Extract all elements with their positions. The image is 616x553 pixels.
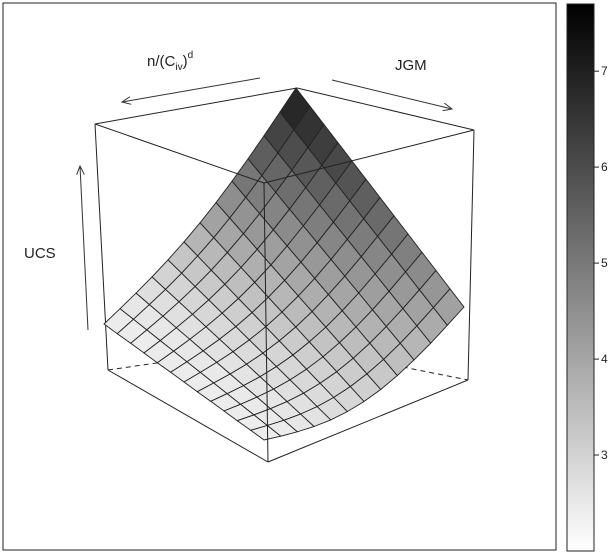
- box-edge-bottom-right: [267, 379, 469, 463]
- colorbar-tick-label: 7: [601, 64, 608, 78]
- colorbar-ticks: 3 4 5 6 7: [594, 64, 608, 462]
- x-axis-label-sup: d: [188, 50, 194, 61]
- box-edge-top-left-front: [94, 123, 265, 184]
- colorbar: 3 4 5 6 7: [566, 3, 608, 552]
- z-axis-arrow: [80, 166, 89, 331]
- colorbar-tick-label: 5: [601, 256, 608, 270]
- x-axis-label-sub: iv: [175, 62, 182, 73]
- surface-mesh: [103, 87, 465, 441]
- x-axis-arrow: [122, 77, 261, 102]
- colorbar-tick-label: 3: [601, 448, 608, 462]
- colorbar-tick-label: 6: [601, 160, 608, 174]
- box-edge-front-vertical: [263, 182, 269, 463]
- y-axis-arrow: [331, 79, 452, 109]
- x-axis-label-close: ): [183, 53, 188, 70]
- axis-arrows: [80, 77, 452, 331]
- box-edge-top-right-front: [263, 129, 475, 184]
- colorbar-tick-label: 4: [601, 352, 608, 366]
- box-edge-left-vertical: [94, 123, 109, 371]
- box-edge-right-vertical: [467, 129, 475, 381]
- box-front-edges: [94, 87, 475, 463]
- box-edge-top-left-back: [94, 87, 298, 125]
- y-axis-label: JGM: [395, 57, 427, 74]
- surface-facet: [249, 425, 282, 441]
- z-axis-label: UCS: [24, 245, 56, 262]
- box-edge-top-right-back: [296, 87, 475, 131]
- plot-frame: [2, 2, 557, 551]
- x-axis-label: n/(Civ)d: [147, 50, 193, 73]
- box-edge-bottom-left: [107, 369, 269, 463]
- box-back-edges: [94, 123, 475, 381]
- colorbar-gradient: [566, 3, 595, 552]
